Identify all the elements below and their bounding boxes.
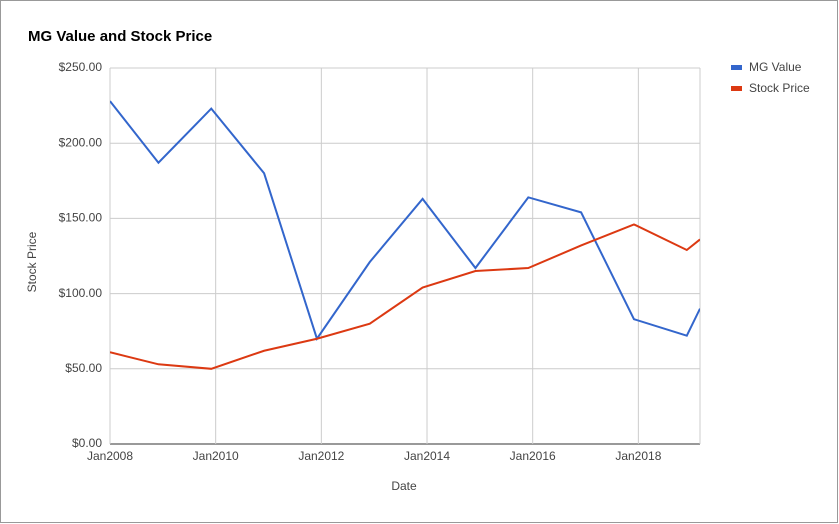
chart-title: MG Value and Stock Price bbox=[28, 28, 212, 45]
y-tick-label: $250.00 bbox=[59, 60, 103, 74]
y-tick-label: $200.00 bbox=[59, 135, 103, 149]
legend-swatch bbox=[731, 65, 742, 70]
legend-swatch bbox=[731, 86, 742, 91]
y-axis-title: Stock Price bbox=[25, 231, 39, 292]
legend-label: MG Value bbox=[749, 60, 802, 74]
x-axis-title: Date bbox=[391, 479, 417, 493]
x-tick-label: Jan2012 bbox=[298, 449, 344, 463]
y-tick-label: $150.00 bbox=[59, 211, 103, 225]
y-tick-label: $100.00 bbox=[59, 286, 103, 300]
x-tick-label: Jan2008 bbox=[87, 449, 133, 463]
legend-label: Stock Price bbox=[749, 81, 810, 95]
x-tick-label: Jan2014 bbox=[404, 449, 450, 463]
y-tick-label: $0.00 bbox=[72, 436, 102, 450]
x-tick-label: Jan2016 bbox=[510, 449, 556, 463]
x-tick-label: Jan2018 bbox=[615, 449, 661, 463]
series-line bbox=[110, 100, 700, 341]
series-line bbox=[110, 223, 700, 370]
x-tick-label: Jan2010 bbox=[193, 449, 239, 463]
plot bbox=[110, 100, 700, 370]
y-tick-label: $50.00 bbox=[65, 361, 102, 375]
